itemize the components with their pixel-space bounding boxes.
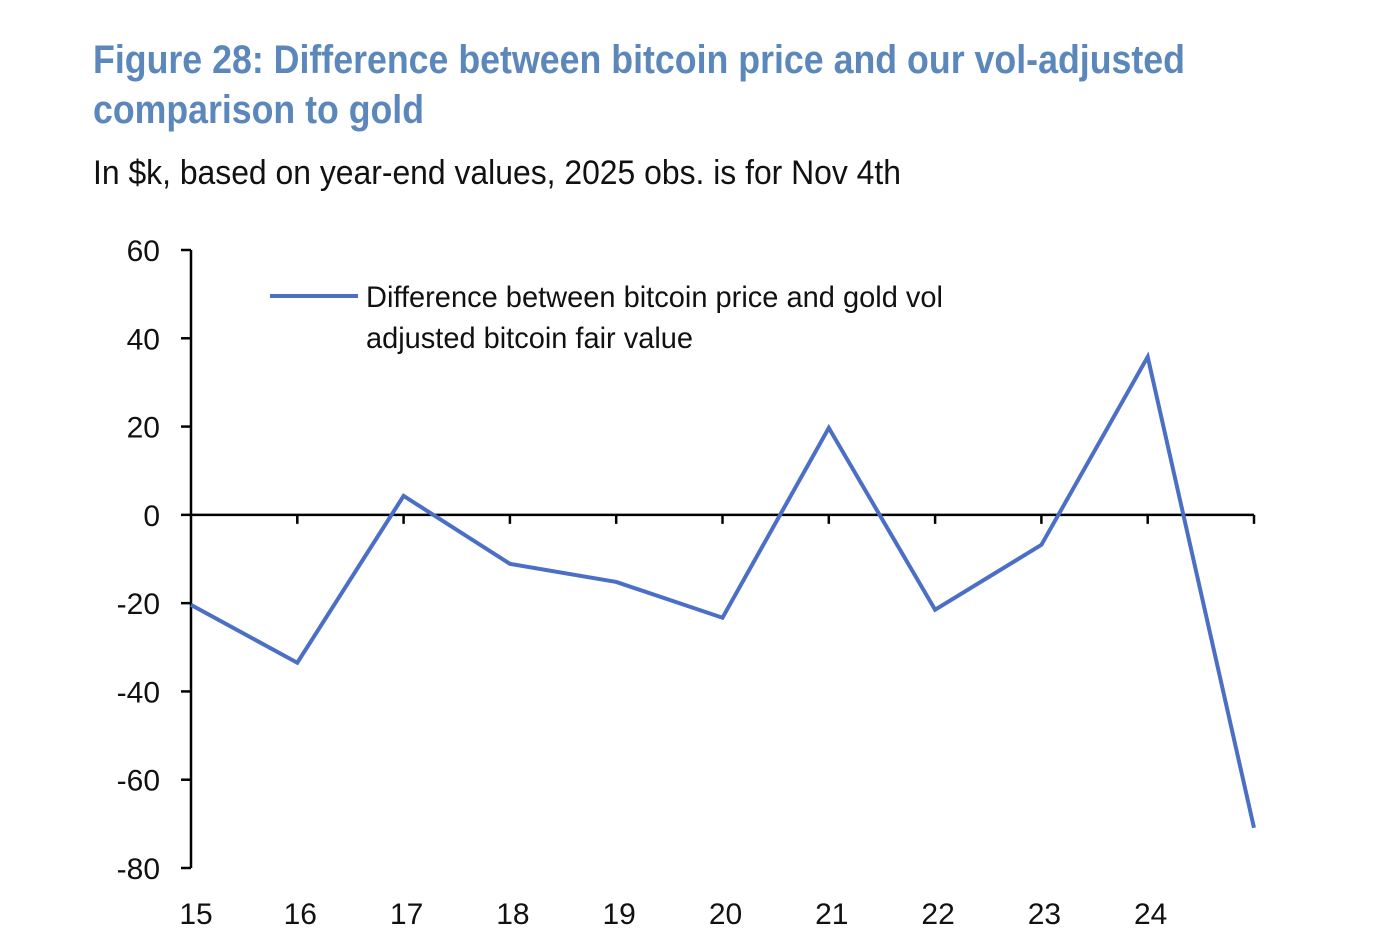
x-tick-label: 18 [496, 898, 529, 931]
y-tick-label: 0 [143, 500, 160, 533]
x-tick-label: 19 [603, 898, 636, 931]
x-tick-label: 20 [709, 898, 742, 931]
y-tick-label: -60 [117, 765, 160, 798]
legend-label-line-2: adjusted bitcoin fair value [366, 322, 693, 355]
plot-area [190, 351, 1256, 829]
chart-title-line-1: Figure 28: Difference between bitcoin pr… [93, 38, 1185, 82]
x-tick-label: 21 [815, 898, 848, 931]
x-tick-label: 16 [284, 898, 317, 931]
y-tick-label: -80 [117, 853, 160, 886]
y-tick-label: 40 [127, 323, 160, 356]
y-tick-label: 60 [127, 235, 160, 268]
x-tick-label: 23 [1028, 898, 1061, 931]
chart-subtitle: In $k, based on year-end values, 2025 ob… [93, 154, 901, 192]
y-tick-label: -40 [117, 676, 160, 709]
x-tick-label: 24 [1134, 898, 1167, 931]
chart-title-line-2: comparison to gold [93, 88, 424, 132]
series-line [190, 351, 1256, 829]
legend: Difference between bitcoin price and gol… [270, 281, 943, 355]
axes: 60 40 20 0 -20 -40 -60 -80 15 16 17 18 19 20 21 22 23 24 [117, 235, 1256, 931]
x-tick-label: 15 [179, 898, 212, 931]
x-tick-label: 17 [390, 898, 423, 931]
legend-label-line-1: Difference between bitcoin price and gol… [366, 281, 943, 314]
x-tick-label: 22 [921, 898, 954, 931]
y-tick-label: 20 [127, 412, 160, 445]
y-tick-label: -20 [117, 588, 160, 621]
